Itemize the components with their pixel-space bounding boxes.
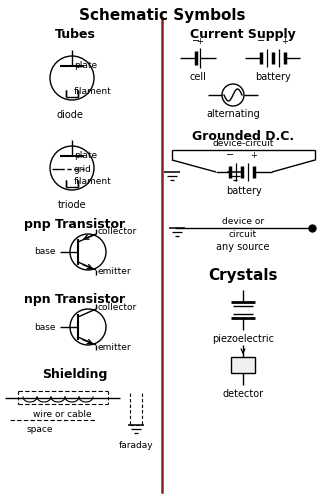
Text: emitter: emitter [98, 268, 132, 276]
Text: space: space [27, 425, 53, 434]
Text: Grounded D.C.: Grounded D.C. [192, 130, 294, 143]
Text: Shielding: Shielding [42, 368, 108, 381]
Text: +: + [281, 37, 289, 46]
Text: pnp Transistor: pnp Transistor [24, 218, 125, 231]
Text: plate: plate [74, 62, 97, 70]
Text: device-circuit: device-circuit [212, 139, 274, 148]
Text: −: − [226, 150, 234, 160]
Text: any source: any source [216, 242, 270, 252]
Text: base: base [34, 248, 56, 256]
Text: detector: detector [222, 389, 264, 399]
FancyBboxPatch shape [231, 357, 255, 373]
Text: cell: cell [189, 72, 206, 82]
Text: triode: triode [58, 200, 86, 210]
Text: circuit: circuit [229, 230, 257, 239]
Text: −: − [257, 36, 265, 46]
Text: Current Supply: Current Supply [190, 28, 296, 41]
Text: Crystals: Crystals [208, 268, 278, 283]
Text: Schematic Symbols: Schematic Symbols [79, 8, 245, 23]
Text: faraday: faraday [119, 441, 153, 450]
Text: +: + [197, 37, 203, 46]
Text: filament: filament [74, 178, 112, 186]
Text: −: − [192, 36, 200, 46]
Text: collector: collector [98, 228, 137, 236]
Text: base: base [34, 322, 56, 332]
Text: piezoelectric: piezoelectric [212, 334, 274, 344]
Text: emitter: emitter [98, 342, 132, 351]
Text: battery: battery [226, 186, 262, 196]
Text: +: + [251, 151, 257, 160]
Text: npn Transistor: npn Transistor [24, 293, 125, 306]
Text: diode: diode [57, 110, 84, 120]
Text: grid: grid [74, 164, 92, 173]
Text: Tubes: Tubes [55, 28, 96, 41]
Text: device or: device or [222, 217, 264, 226]
Text: alternating: alternating [206, 109, 260, 119]
Text: plate: plate [74, 152, 97, 160]
Text: collector: collector [98, 302, 137, 312]
Text: filament: filament [74, 88, 112, 96]
Text: wire or cable: wire or cable [33, 410, 91, 419]
Text: battery: battery [255, 72, 291, 82]
